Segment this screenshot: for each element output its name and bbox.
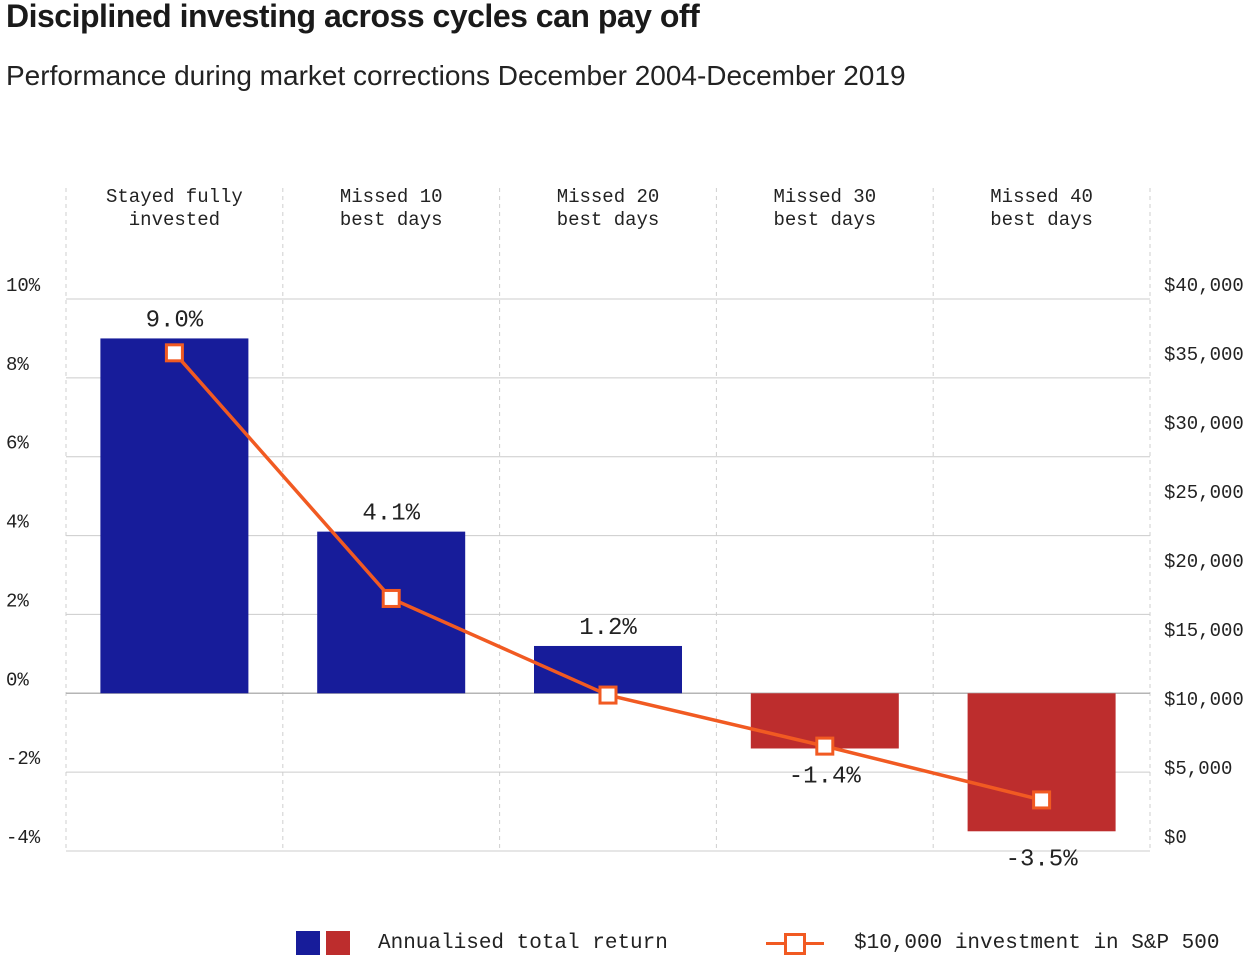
right-axis-tick-label: $0 <box>1164 827 1187 849</box>
bar-value-label: 1.2% <box>579 615 637 642</box>
investment-point <box>164 343 184 363</box>
right-axis-tick-label: $10,000 <box>1164 689 1244 711</box>
bar <box>534 645 682 694</box>
legend-swatch-negative <box>326 931 350 955</box>
left-axis-tick-label: 0% <box>6 669 29 691</box>
bar <box>967 693 1116 832</box>
left-axis-tick-label: 6% <box>6 433 29 455</box>
right-axis-tick-label: $40,000 <box>1164 275 1244 297</box>
left-axis-tick-label: 2% <box>6 590 29 612</box>
investment-point <box>1032 790 1052 810</box>
investment-line <box>173 351 1043 802</box>
bar-value-label: 9.0% <box>146 307 204 334</box>
category-label: Missed 20 best days <box>557 186 660 231</box>
legend-bar-label: Annualised total return <box>378 931 668 955</box>
legend-line-swatch <box>766 931 824 955</box>
legend-line: $10,000 investment in S&P 500 <box>766 928 1219 958</box>
right-axis-tick-label: $5,000 <box>1164 758 1232 780</box>
bar-value-label: -1.4% <box>789 763 862 790</box>
category-label: Missed 30 best days <box>773 186 876 231</box>
investment-point <box>598 685 618 705</box>
bar <box>100 338 249 694</box>
left-axis-tick-label: 10% <box>6 275 41 297</box>
right-axis-tick-label: $15,000 <box>1164 620 1244 642</box>
bar-value-label: 4.1% <box>362 501 420 528</box>
legend: Annualised total return <box>296 928 668 958</box>
bar <box>317 531 466 694</box>
legend-swatch-positive <box>296 931 320 955</box>
left-axis-tick-label: -2% <box>6 748 41 770</box>
right-axis-tick-label: $35,000 <box>1164 344 1244 366</box>
legend-line-label: $10,000 investment in S&P 500 <box>854 931 1220 955</box>
left-axis-tick-label: 8% <box>6 354 29 376</box>
right-axis-tick-label: $30,000 <box>1164 413 1244 435</box>
chart-title: Disciplined investing across cycles can … <box>6 0 700 34</box>
category-label: Stayed fully invested <box>106 186 243 231</box>
left-axis-tick-label: -4% <box>6 827 41 849</box>
right-axis-tick-label: $25,000 <box>1164 482 1244 504</box>
left-axis-tick-label: 4% <box>6 512 29 534</box>
investment-point <box>815 736 835 756</box>
investment-point <box>381 588 401 608</box>
category-label: Missed 40 best days <box>990 186 1093 231</box>
bar-value-label: -3.5% <box>1006 846 1079 873</box>
right-axis-tick-label: $20,000 <box>1164 551 1244 573</box>
chart-subtitle: Performance during market corrections De… <box>6 60 906 91</box>
category-label: Missed 10 best days <box>340 186 443 231</box>
